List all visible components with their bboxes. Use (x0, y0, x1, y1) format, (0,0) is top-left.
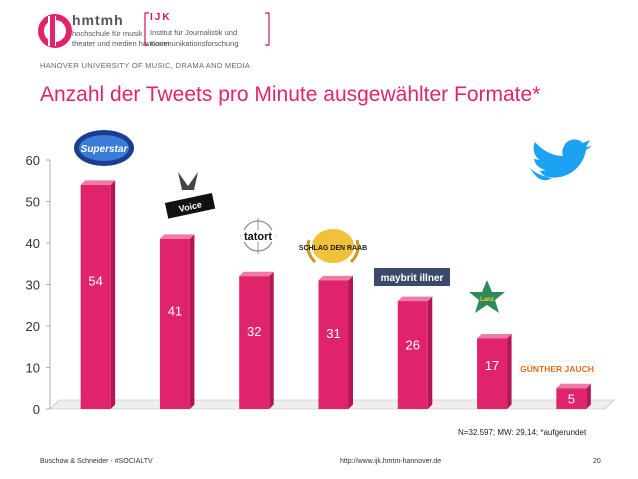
school-line-2: theater und medien hannover (72, 39, 170, 48)
jauch-logo-text: GÜNTHER JAUCH (520, 364, 594, 374)
y-tick-label: 60 (26, 153, 40, 168)
bar-side (507, 333, 512, 409)
tatort-logo-text: tatort (244, 231, 272, 243)
voice-logo-text: Voice (178, 199, 203, 214)
bar: 5 (556, 383, 591, 409)
bar: 26 (397, 296, 433, 409)
hmtmh-logo (38, 14, 278, 80)
ijk-bracket-left (144, 12, 149, 46)
bar: 41 (159, 234, 195, 409)
bar-top (159, 234, 195, 239)
bar-front (239, 276, 270, 409)
bar-front (477, 338, 508, 409)
bar-side (110, 180, 116, 409)
jauch-logo: GÜNTHER JAUCH (518, 360, 596, 376)
bar: 54 (80, 180, 116, 409)
footer-authors: Buschow & Schneider - #SOCIALTV (40, 458, 153, 465)
bar-side (586, 383, 591, 409)
ijk-bracket-right (265, 12, 270, 46)
illner-logo-text: maybrit illner (381, 273, 444, 284)
bar-value-label: 5 (568, 392, 575, 407)
bar-front (159, 238, 190, 409)
tatort-logo: tatort (240, 218, 276, 254)
lanz-logo-text: Lanz (480, 297, 494, 303)
brand-name: hmtmh (72, 12, 124, 28)
bar-top (239, 271, 274, 277)
bar-side (348, 275, 353, 409)
schlag-den-raab-logo: SCHLAG DEN RAAB (299, 229, 367, 264)
y-tick-label: 30 (26, 278, 40, 293)
voice-logo: Voice (164, 172, 216, 219)
bar-side (269, 271, 274, 409)
maybrit-illner-logo: maybrit illner (374, 268, 450, 286)
bar-top (397, 296, 433, 302)
y-tick-label: 0 (33, 402, 40, 417)
bar-top (477, 333, 512, 339)
footer-url[interactable]: http://www.ijk.hmtm-hannover.de (340, 458, 442, 465)
twitter-bird-icon (530, 139, 592, 181)
ijk-name: IJK (150, 12, 172, 23)
bar-front (556, 388, 587, 409)
bar-side (427, 296, 433, 409)
data-note: N=32.597; MW: 29,14; *aufgerundet (458, 428, 587, 437)
ijk-line-1: Institut für Journalistik und (150, 28, 238, 37)
y-tick-label: 20 (26, 319, 40, 334)
university-name: HANOVER UNIVERSITY OF MUSIC, DRAMA AND M… (40, 61, 251, 70)
bar-side (189, 234, 195, 409)
bar-front (318, 280, 349, 409)
bar: 32 (239, 271, 274, 409)
bar-front (80, 184, 111, 409)
ijk-line-2: Kommunikationsforschung (150, 39, 239, 48)
dsds-logo: Superstar (74, 130, 134, 166)
hmtmh-logo-mark (38, 14, 72, 48)
dsds-logo-text: Superstar (81, 144, 129, 155)
bar-value-label: 41 (168, 303, 182, 318)
raab-logo-text: SCHLAG DEN RAAB (299, 245, 367, 252)
bar-front (397, 301, 428, 409)
school-line-1: hochschule für musik (72, 29, 143, 38)
lanz-logo: Lanz (469, 280, 505, 313)
bar-value-label: 54 (88, 274, 102, 289)
bar-top (556, 383, 591, 389)
y-tick-label: 50 (26, 195, 40, 210)
bar-top (80, 180, 116, 185)
y-tick-label: 10 (26, 361, 40, 376)
bar-value-label: 32 (247, 324, 261, 339)
bar-top (318, 275, 353, 281)
bar: 31 (318, 275, 353, 409)
chart-title: Anzahl der Tweets pro Minute ausgewählte… (40, 83, 541, 106)
bar: 17 (477, 333, 512, 409)
bar-value-label: 26 (406, 338, 420, 353)
bar-value-label: 17 (485, 358, 499, 373)
bar-value-label: 31 (326, 326, 340, 341)
page-number: 20 (593, 458, 601, 465)
y-tick-label: 40 (26, 236, 40, 251)
